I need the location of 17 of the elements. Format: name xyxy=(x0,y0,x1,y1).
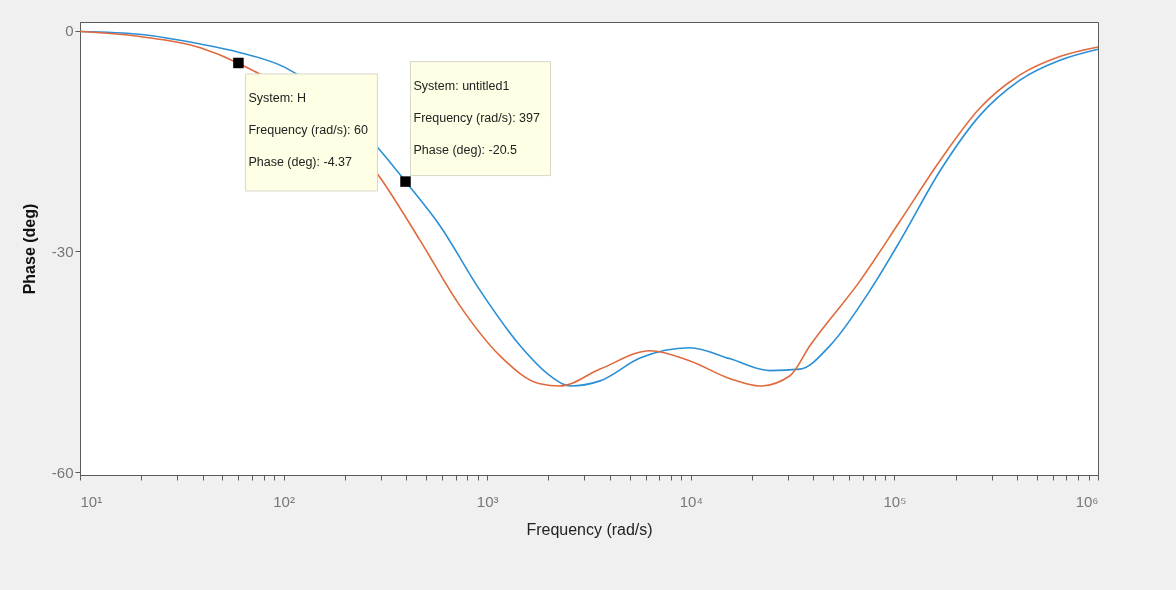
x-tick-label: 10¹ xyxy=(80,492,103,510)
y-axis-title: Phase (deg) xyxy=(20,203,38,295)
annotation: Phase (deg): -4.37 xyxy=(248,154,353,169)
y-tick-label: -30 xyxy=(51,242,74,260)
x-tick-label: 10⁶ xyxy=(1075,492,1099,510)
x-tick-label: 10³ xyxy=(476,492,499,510)
y-tick-label: -60 xyxy=(51,463,74,481)
x-axis-title: Frequency (rad/s) xyxy=(526,520,653,538)
y-tick-label: 0 xyxy=(65,22,74,40)
annotation: Frequency (rad/s): 397 xyxy=(413,110,541,125)
x-tick-label: 10⁴ xyxy=(679,492,703,510)
x-tick-label: 10⁵ xyxy=(883,492,907,510)
annotation: System: untitled1 xyxy=(413,78,510,93)
annotation: Phase (deg): -20.5 xyxy=(413,142,518,157)
x-tick-label: 10² xyxy=(273,492,295,510)
annotation: System: H xyxy=(248,90,307,105)
annotation: Frequency (rad/s): 60 xyxy=(248,122,368,137)
